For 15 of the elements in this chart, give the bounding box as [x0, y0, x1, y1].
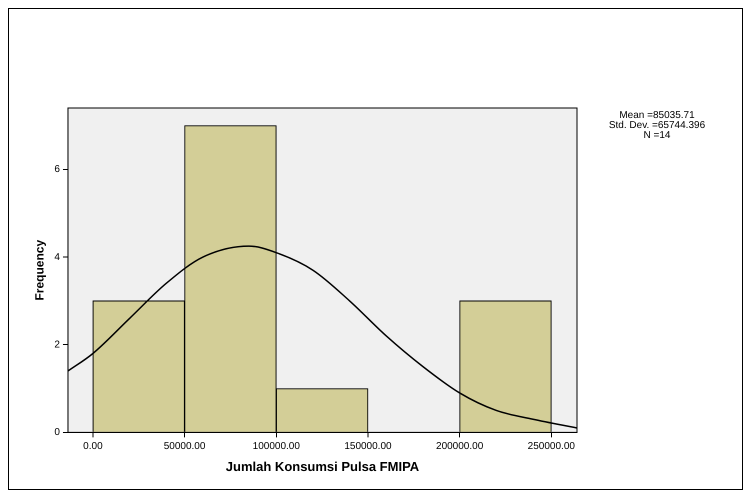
- x-axis-title: Jumlah Konsumsi Pulsa FMIPA: [226, 458, 420, 474]
- y-tick-label: 4: [54, 252, 60, 263]
- x-tick-label: 0.00: [83, 441, 104, 452]
- y-tick-label: 0: [54, 427, 60, 438]
- x-tick-label: 250000.00: [528, 441, 576, 452]
- x-tick-label: 50000.00: [164, 441, 206, 452]
- text: N =14: [644, 130, 671, 141]
- x-tick-label: 200000.00: [436, 441, 484, 452]
- x-tick-label: 100000.00: [252, 441, 300, 452]
- text: Std. Dev. =65744.396: [608, 120, 706, 131]
- y-axis-title: Frequency: [32, 240, 47, 301]
- y-tick-label: 2: [54, 339, 60, 350]
- x-tick-label: 150000.00: [344, 441, 392, 452]
- text: Mean =85035.71: [619, 110, 696, 121]
- y-tick-label: 6: [54, 164, 60, 176]
